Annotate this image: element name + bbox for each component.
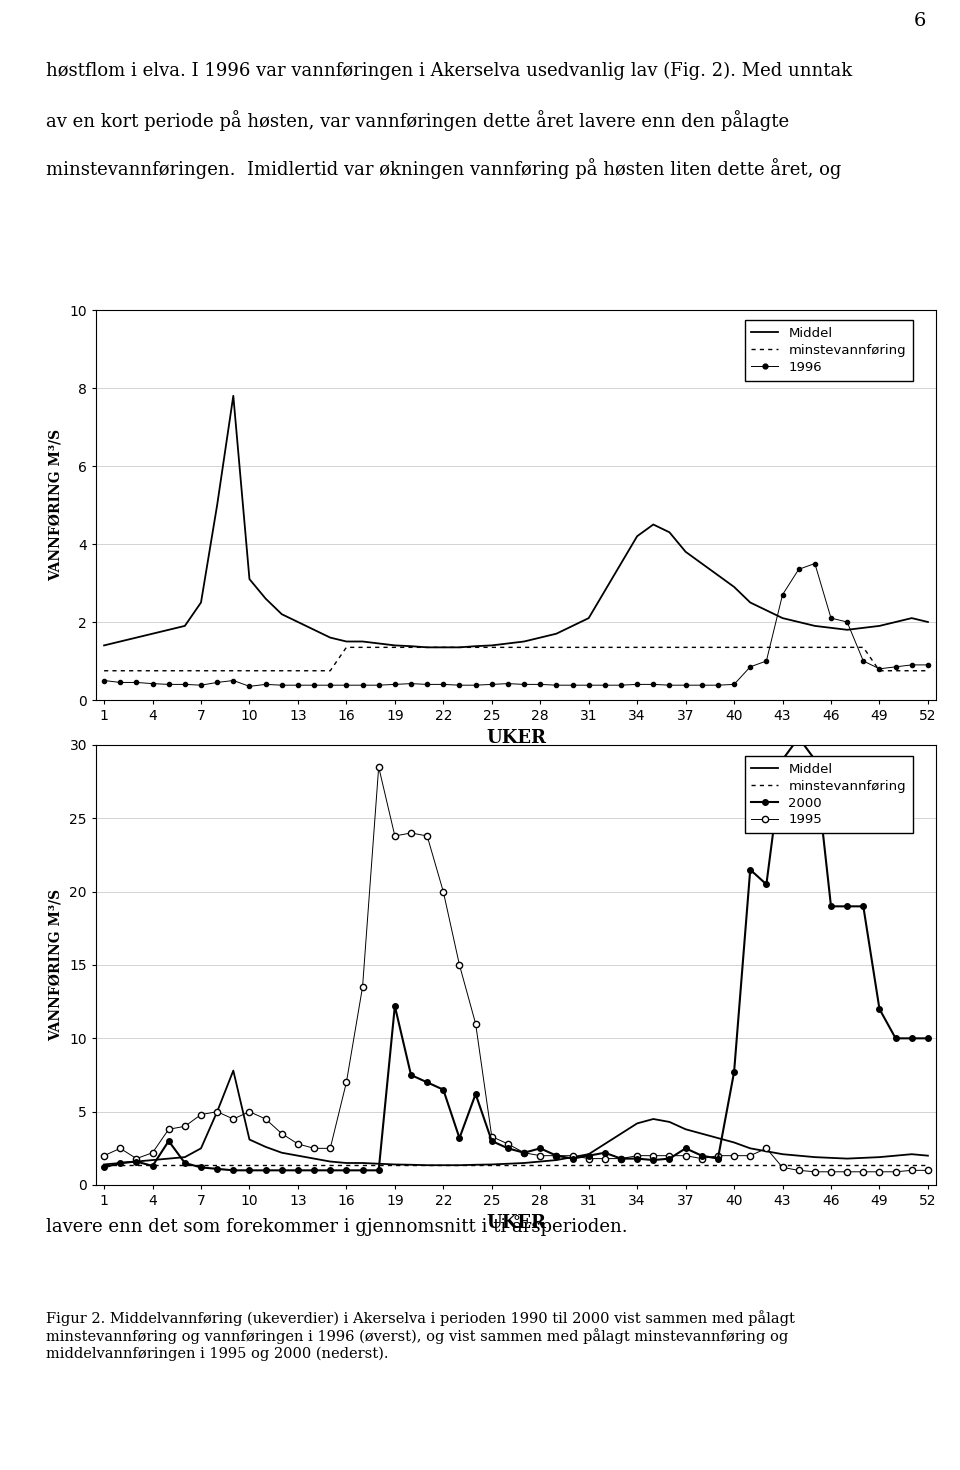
2000: [923, 1029, 934, 1047]
Y-axis label: VANNFØRING M³/S: VANNFØRING M³/S: [48, 429, 62, 581]
Middel: [663, 1113, 675, 1130]
Middel: [663, 523, 675, 541]
Y-axis label: VANNFØRING M³/S: VANNFØRING M³/S: [48, 889, 62, 1041]
minstevannføring: [599, 1157, 611, 1175]
1995: [372, 759, 384, 776]
1996: [551, 676, 563, 694]
Legend: Middel, minstevannføring, 1996: Middel, minstevannføring, 1996: [745, 320, 913, 381]
Middel: [163, 620, 175, 638]
minstevannføring: [502, 638, 514, 656]
Text: høstflom i elva. I 1996 var vannføringen i Akerselva usedvanlig lav (Fig. 2). Me: høstflom i elva. I 1996 var vannføringen…: [46, 62, 852, 81]
minstevannføring: [98, 662, 109, 679]
minstevannføring: [923, 662, 934, 679]
Text: lavere enn det som forekommer i gjennomsnitt i ti årsperioden.: lavere enn det som forekommer i gjennoms…: [46, 1216, 628, 1236]
Middel: [405, 638, 417, 656]
Middel: [163, 1150, 175, 1167]
2000: [793, 729, 804, 747]
Line: Middel: Middel: [104, 395, 928, 647]
Middel: [923, 1147, 934, 1164]
Middel: [518, 1154, 530, 1172]
minstevannføring: [615, 638, 627, 656]
Middel: [228, 387, 239, 404]
1995: [809, 1163, 821, 1180]
Line: 1996: 1996: [102, 562, 930, 688]
minstevannføring: [163, 1157, 175, 1175]
Text: 6: 6: [914, 12, 926, 29]
Line: Middel: Middel: [104, 1070, 928, 1166]
2000: [98, 1158, 109, 1176]
2000: [648, 1151, 660, 1169]
minstevannføring: [923, 1157, 934, 1175]
minstevannføring: [632, 1157, 643, 1175]
X-axis label: UKER: UKER: [486, 1214, 546, 1232]
2000: [405, 1066, 417, 1083]
minstevannføring: [163, 662, 175, 679]
minstevannføring: [874, 662, 885, 679]
Middel: [632, 1114, 643, 1132]
Middel: [98, 1155, 109, 1173]
2000: [163, 1132, 175, 1150]
1995: [163, 1120, 175, 1138]
1995: [502, 1135, 514, 1152]
Middel: [923, 613, 934, 631]
Middel: [566, 617, 578, 635]
Middel: [566, 1148, 578, 1166]
1996: [98, 672, 109, 689]
1996: [809, 554, 821, 572]
1996: [648, 676, 660, 694]
1995: [648, 1147, 660, 1164]
Text: minstevannføringen.  Imidlertid var økningen vannføring på høsten liten dette år: minstevannføringen. Imidlertid var øknin…: [46, 157, 842, 179]
minstevannføring: [389, 1157, 400, 1175]
1995: [551, 1147, 563, 1164]
Middel: [228, 1061, 239, 1079]
2000: [615, 1150, 627, 1167]
1995: [923, 1161, 934, 1179]
1996: [405, 675, 417, 692]
Middel: [518, 632, 530, 650]
Line: minstevannføring: minstevannføring: [104, 647, 928, 670]
Text: av en kort periode på høsten, var vannføringen dette året lavere enn den pålagte: av en kort periode på høsten, var vannfø…: [46, 110, 789, 131]
Legend: Middel, minstevannføring, 2000, 1995: Middel, minstevannføring, 2000, 1995: [745, 756, 913, 833]
X-axis label: UKER: UKER: [486, 729, 546, 747]
Text: Figur 2. Middelvannføring (ukeverdier) i Akerselva i perioden 1990 til 2000 vist: Figur 2. Middelvannføring (ukeverdier) i…: [46, 1310, 795, 1361]
Line: 1995: 1995: [101, 764, 931, 1175]
Middel: [632, 528, 643, 545]
1995: [615, 1150, 627, 1167]
1996: [244, 678, 255, 695]
minstevannføring: [341, 638, 352, 656]
minstevannføring: [405, 638, 417, 656]
Middel: [405, 1155, 417, 1173]
1996: [923, 656, 934, 673]
2000: [228, 1161, 239, 1179]
minstevannføring: [486, 1157, 497, 1175]
1995: [98, 1147, 109, 1164]
1996: [502, 675, 514, 692]
minstevannføring: [648, 638, 660, 656]
1995: [405, 825, 417, 842]
1996: [163, 676, 175, 694]
2000: [502, 1139, 514, 1157]
minstevannføring: [857, 1157, 869, 1175]
Middel: [98, 637, 109, 654]
1996: [615, 676, 627, 694]
Middel: [421, 1157, 433, 1175]
2000: [551, 1147, 563, 1164]
Middel: [421, 638, 433, 656]
minstevannføring: [98, 1157, 109, 1175]
Line: 2000: 2000: [102, 735, 930, 1173]
